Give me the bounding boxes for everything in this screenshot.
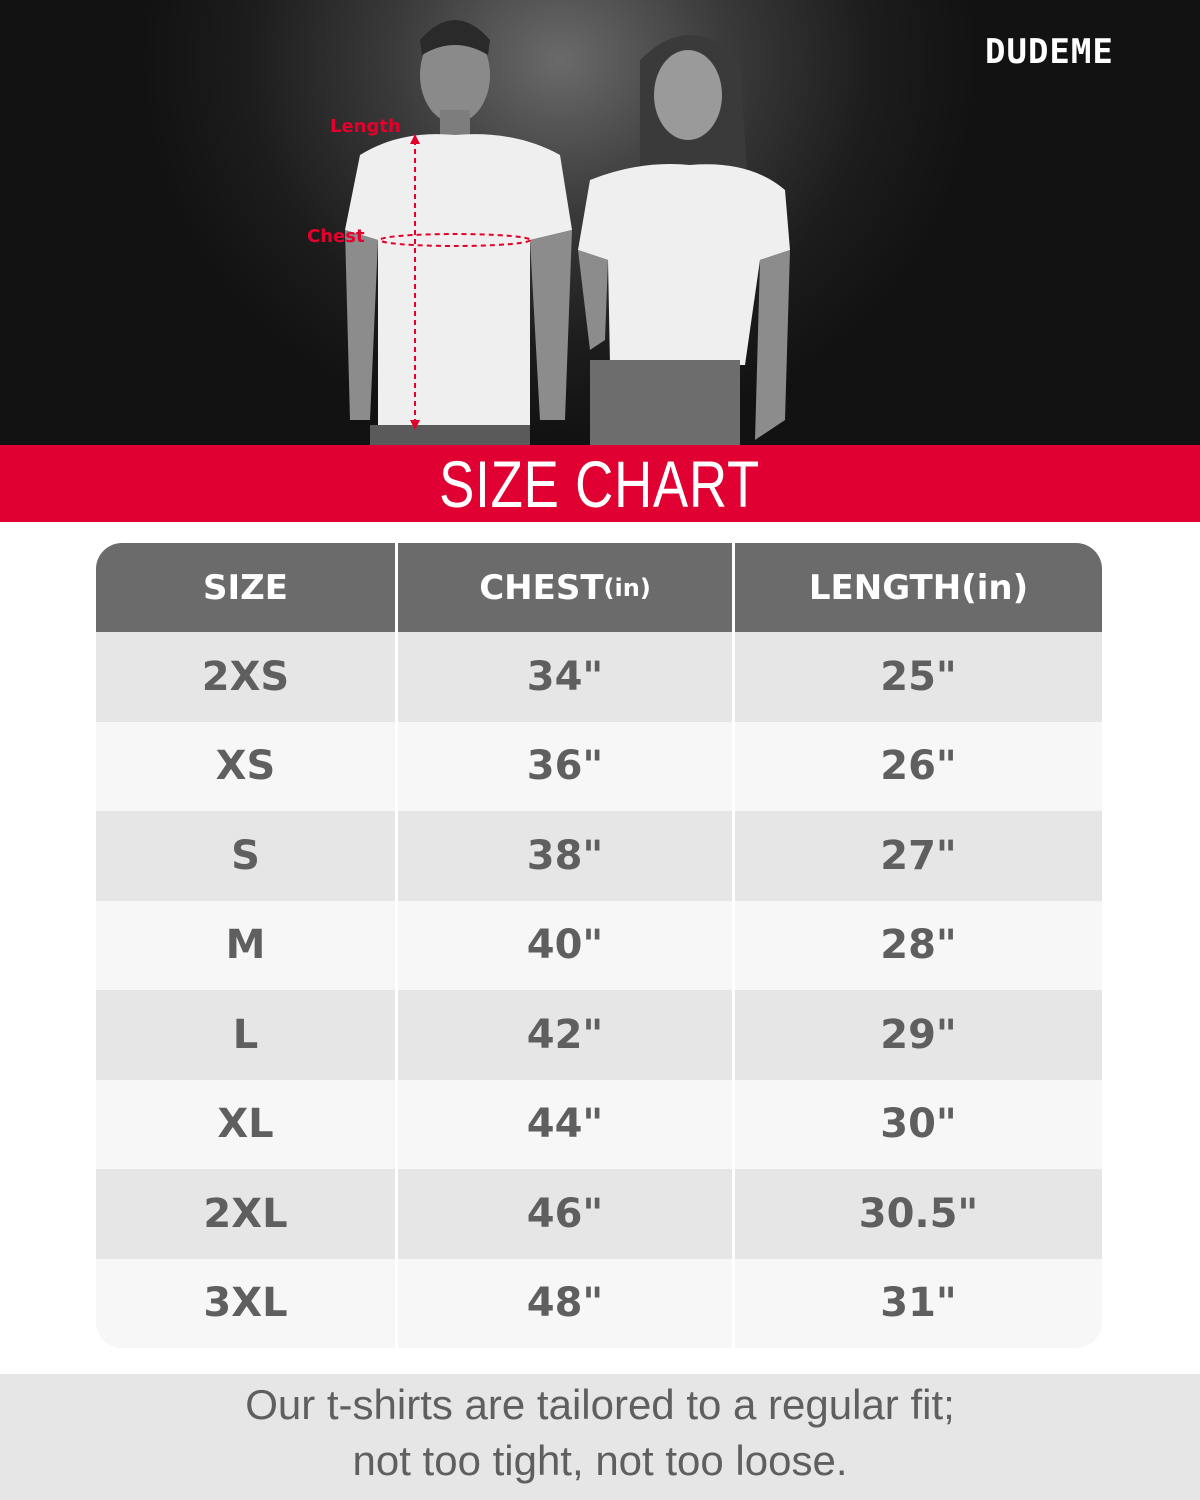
model-photo: Length Chest DUDEME — [0, 0, 1200, 445]
table-row: 2XL 46" 30.5" — [96, 1169, 1102, 1259]
table-row: XL 44" 30" — [96, 1079, 1102, 1169]
models-illustration — [345, 20, 790, 445]
chest-measure-line — [379, 233, 531, 247]
cell-chest: 42" — [398, 990, 735, 1080]
table-row: 2XS 34" 25" — [96, 632, 1102, 722]
cell-length: 26" — [880, 743, 957, 790]
cell-chest: 34" — [398, 632, 735, 722]
table-row: L 42" 29" — [96, 990, 1102, 1080]
cell-chest: 40" — [398, 900, 735, 990]
cell-size: 3XL — [96, 1258, 398, 1348]
cell-length: 25" — [880, 653, 957, 700]
header-length: LENGTH (in) — [808, 567, 1029, 608]
fit-note-line-2: not too tight, not too loose. — [352, 1437, 848, 1484]
cell-length: 28" — [880, 922, 957, 969]
cell-length: 30.5" — [858, 1190, 979, 1237]
fit-note: Our t-shirts are tailored to a regular f… — [0, 1374, 1200, 1500]
table-header: SIZE CHEST (in) LENGTH (in) — [96, 543, 1102, 632]
length-label: Length — [330, 116, 401, 137]
cell-size: XS — [96, 721, 398, 811]
header-size: SIZE — [96, 543, 398, 632]
page-title: SIZE CHART — [439, 446, 761, 521]
fit-note-line-1: Our t-shirts are tailored to a regular f… — [245, 1381, 955, 1428]
table-row: M 40" 28" — [96, 900, 1102, 990]
cell-length: 29" — [880, 1011, 957, 1058]
cell-chest: 36" — [398, 721, 735, 811]
cell-size: S — [96, 811, 398, 901]
cell-length: 30" — [880, 1101, 957, 1148]
cell-size: XL — [96, 1079, 398, 1169]
cell-length: 27" — [880, 832, 957, 879]
title-banner: SIZE CHART — [0, 445, 1200, 522]
cell-length: 31" — [880, 1280, 957, 1327]
cell-size: 2XS — [96, 632, 398, 722]
cell-chest: 38" — [398, 811, 735, 901]
table-row: 3XL 48" 31" — [96, 1258, 1102, 1348]
cell-size: M — [96, 900, 398, 990]
cell-size: 2XL — [96, 1169, 398, 1259]
cell-chest: 44" — [398, 1079, 735, 1169]
table-row: S 38" 27" — [96, 811, 1102, 901]
cell-size: L — [96, 990, 398, 1080]
chest-label: Chest — [307, 226, 365, 247]
cell-chest: 46" — [398, 1169, 735, 1259]
header-chest: CHEST (in) — [398, 543, 735, 632]
cell-chest: 48" — [398, 1258, 735, 1348]
size-table: SIZE CHEST (in) LENGTH (in) 2XS 34" 25" XS 36"… — [96, 543, 1102, 1348]
brand-logo: DUDEME — [985, 32, 1114, 72]
table-row: XS 36" 26" — [96, 721, 1102, 811]
